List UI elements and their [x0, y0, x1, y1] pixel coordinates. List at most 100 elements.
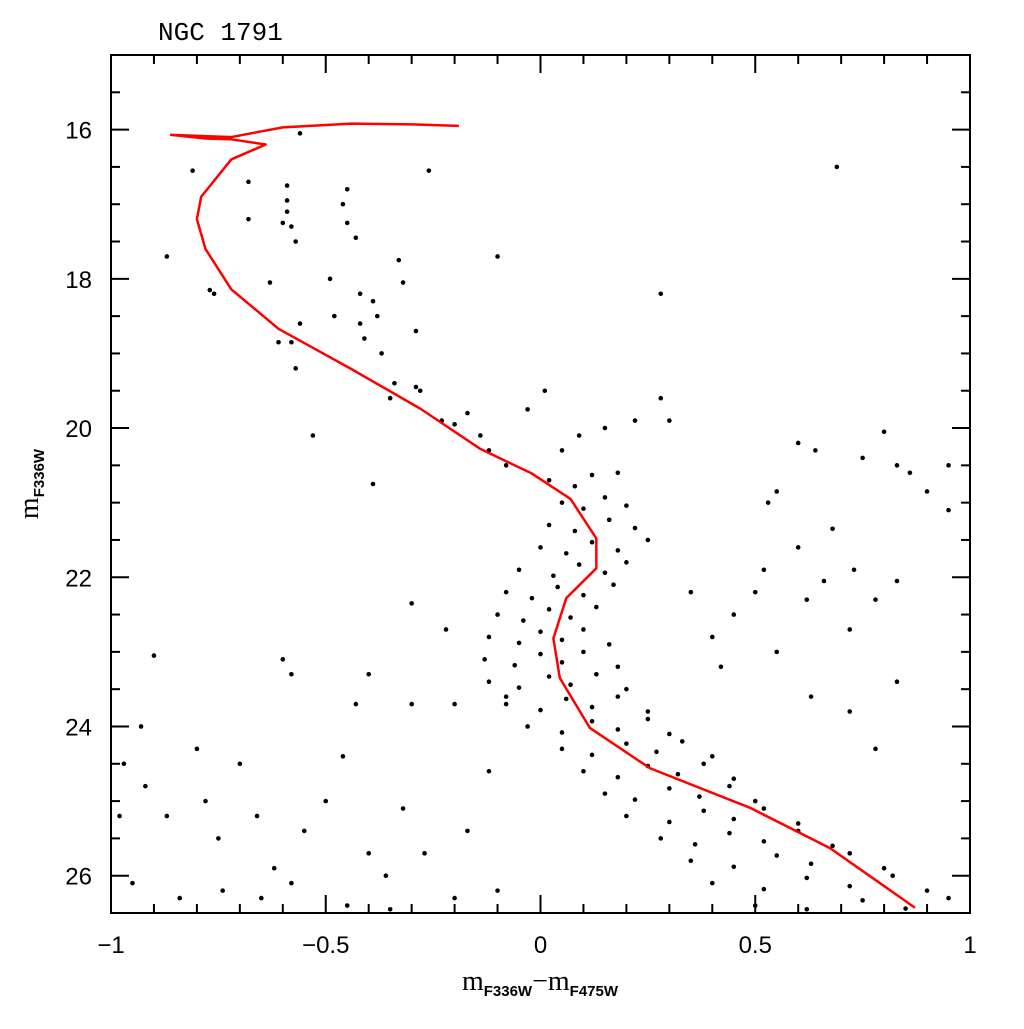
star-point [130, 880, 135, 886]
star-point [774, 489, 780, 494]
star-point [576, 433, 582, 438]
star-point [808, 694, 814, 699]
star-point [503, 694, 509, 699]
star-point [521, 618, 526, 623]
star-point [611, 582, 616, 588]
star-point [679, 739, 685, 744]
star-point [267, 280, 273, 285]
y-tick-label: 20 [65, 416, 92, 443]
star-point [804, 875, 810, 881]
star-point [289, 880, 294, 886]
star-point [546, 522, 552, 528]
star-point [559, 448, 565, 453]
star-point [525, 407, 530, 412]
star-point [581, 768, 586, 774]
star-point [529, 595, 535, 601]
star-point [795, 440, 801, 446]
star-point [392, 380, 397, 386]
star-point [718, 664, 724, 670]
star-point [289, 224, 294, 229]
star-point [465, 410, 470, 416]
star-point [121, 761, 127, 767]
star-point [946, 507, 951, 513]
star-point [568, 682, 573, 687]
star-point [366, 671, 372, 677]
star-point [602, 791, 608, 796]
star-point [830, 526, 835, 532]
star-point [207, 287, 213, 293]
star-point [396, 257, 402, 263]
star-point [881, 865, 887, 871]
star-point [546, 674, 552, 679]
y-tick-label: 26 [65, 864, 92, 891]
x-tick-label: 0.5 [739, 932, 772, 959]
star-point [443, 627, 449, 632]
star-point [701, 761, 707, 767]
star-point [894, 679, 900, 685]
star-point [542, 388, 548, 394]
x-label-part: m [462, 966, 484, 997]
star-point [271, 865, 277, 871]
star-point [615, 664, 621, 670]
star-point [138, 724, 144, 729]
star-point [907, 470, 913, 476]
y-tick-label: 22 [65, 565, 92, 592]
star-point [482, 657, 487, 662]
star-point [400, 806, 406, 811]
star-point [675, 771, 681, 777]
star-point [795, 545, 801, 550]
x-tick-label: 1 [963, 932, 976, 959]
star-point [370, 298, 376, 304]
star-point [246, 216, 251, 222]
star-point [164, 813, 170, 819]
star-point [546, 477, 552, 483]
star-point [847, 627, 853, 632]
star-point [581, 592, 586, 598]
star-point [813, 448, 818, 453]
plot-frame [110, 54, 971, 914]
star-point [752, 798, 758, 804]
star-point [563, 551, 569, 556]
star-point [808, 861, 814, 867]
star-point [667, 819, 672, 825]
star-point [357, 321, 363, 326]
star-point [426, 168, 432, 173]
star-point [589, 752, 595, 758]
star-point [821, 578, 827, 584]
star-point [220, 888, 225, 893]
x-axis-label: mF336W−mF475W [462, 966, 619, 1000]
star-point [615, 548, 621, 553]
star-point [486, 634, 492, 640]
star-point [340, 754, 346, 759]
star-point [301, 828, 307, 834]
star-point [237, 761, 243, 767]
star-point [538, 651, 543, 657]
star-point [323, 798, 329, 804]
star-point [667, 786, 672, 791]
star-point [164, 254, 170, 259]
star-point [731, 776, 737, 782]
star-point [830, 843, 835, 849]
star-point [117, 813, 122, 819]
star-point [289, 671, 294, 677]
star-point [731, 816, 737, 822]
star-point [624, 686, 629, 692]
star-point [203, 798, 208, 804]
star-point [903, 906, 908, 911]
star-point [615, 774, 621, 780]
star-point [379, 351, 384, 356]
star-point [568, 615, 573, 620]
x-label-sub: F475W [570, 983, 619, 1000]
x-tick-label: −0.5 [302, 932, 349, 959]
star-point [615, 727, 621, 732]
star-point [658, 291, 664, 297]
star-point [731, 612, 737, 617]
star-point [774, 853, 780, 858]
star-point [645, 716, 651, 722]
star-point [658, 395, 664, 401]
star-point [370, 481, 376, 487]
star-point [624, 560, 629, 565]
star-point [589, 718, 595, 724]
star-point [589, 539, 595, 545]
star-point [516, 640, 522, 646]
